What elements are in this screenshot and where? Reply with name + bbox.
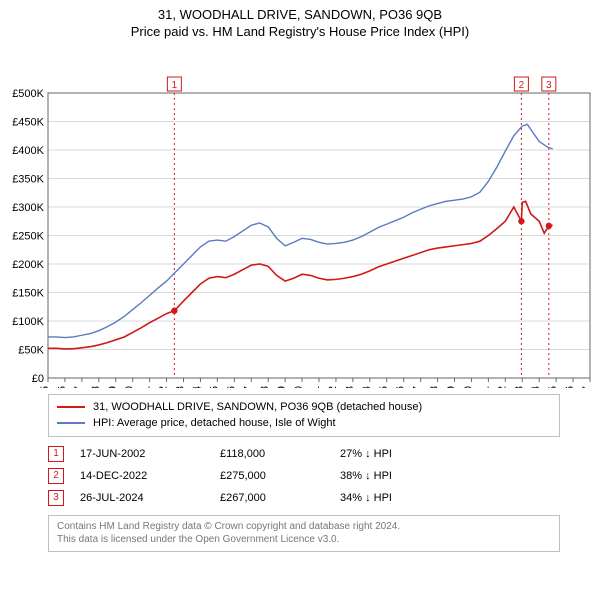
svg-text:2017: 2017 [412, 386, 424, 388]
copyright-line: This data is licensed under the Open Gov… [57, 533, 551, 547]
svg-text:£0: £0 [32, 373, 44, 385]
event-date: 17-JUN-2002 [80, 443, 220, 465]
svg-text:£250K: £250K [12, 230, 44, 242]
svg-text:1996: 1996 [56, 386, 68, 388]
svg-text:2026: 2026 [564, 386, 576, 388]
event-row: 3 26-JUL-2024£267,00034% ↓ HPI [48, 487, 460, 509]
event-price: £275,000 [220, 465, 340, 487]
event-badge: 2 [48, 468, 64, 484]
event-delta: 34% ↓ HPI [340, 487, 460, 509]
svg-text:2015: 2015 [378, 386, 390, 388]
legend-swatch [57, 406, 85, 408]
event-delta: 38% ↓ HPI [340, 465, 460, 487]
svg-text:2000: 2000 [124, 386, 136, 388]
sale-events-table: 1 17-JUN-2002£118,00027% ↓ HPI 2 14-DEC-202… [48, 443, 560, 509]
svg-text:2014: 2014 [361, 386, 373, 388]
svg-text:2008: 2008 [259, 386, 271, 388]
event-row: 2 14-DEC-2022£275,00038% ↓ HPI [48, 465, 460, 487]
svg-text:2009: 2009 [276, 386, 288, 388]
svg-text:2018: 2018 [429, 386, 441, 388]
svg-text:£50K: £50K [18, 344, 44, 356]
event-date: 26-JUL-2024 [80, 487, 220, 509]
svg-text:£400K: £400K [12, 145, 44, 157]
svg-text:2005: 2005 [208, 386, 220, 388]
svg-text:2010: 2010 [293, 386, 305, 388]
svg-text:£300K: £300K [12, 202, 44, 214]
chart-subtitle: Price paid vs. HM Land Registry's House … [0, 24, 600, 43]
svg-text:2022: 2022 [496, 386, 508, 388]
svg-text:1999: 1999 [107, 386, 119, 388]
svg-text:2002: 2002 [158, 386, 170, 388]
svg-text:2019: 2019 [446, 386, 458, 388]
svg-text:2007: 2007 [242, 386, 254, 388]
svg-text:£100K: £100K [12, 316, 44, 328]
svg-text:2020: 2020 [462, 386, 474, 388]
svg-text:2023: 2023 [513, 386, 525, 388]
svg-text:1995: 1995 [39, 386, 51, 388]
legend: 31, WOODHALL DRIVE, SANDOWN, PO36 9QB (d… [48, 394, 560, 437]
svg-text:2021: 2021 [479, 386, 491, 388]
svg-text:2011: 2011 [310, 386, 322, 388]
legend-swatch [57, 422, 85, 424]
svg-text:2027: 2027 [581, 386, 593, 388]
svg-text:1: 1 [172, 80, 178, 91]
svg-text:£150K: £150K [12, 287, 44, 299]
svg-text:£350K: £350K [12, 173, 44, 185]
legend-row: 31, WOODHALL DRIVE, SANDOWN, PO36 9QB (d… [57, 399, 551, 416]
svg-text:2025: 2025 [547, 386, 559, 388]
svg-text:1998: 1998 [90, 386, 102, 388]
legend-row: HPI: Average price, detached house, Isle… [57, 415, 551, 432]
svg-text:2013: 2013 [344, 386, 356, 388]
event-badge: 3 [48, 490, 64, 506]
line-chart-svg: £0 £50K £100K £150K £200K £250K £300K £350K £400… [0, 43, 600, 388]
svg-text:2004: 2004 [191, 386, 203, 388]
svg-text:£450K: £450K [12, 116, 44, 128]
event-date: 14-DEC-2022 [80, 465, 220, 487]
svg-text:3: 3 [546, 80, 552, 91]
svg-text:2024: 2024 [530, 386, 542, 388]
event-price: £267,000 [220, 487, 340, 509]
event-delta: 27% ↓ HPI [340, 443, 460, 465]
svg-text:2003: 2003 [175, 386, 187, 388]
event-row: 1 17-JUN-2002£118,00027% ↓ HPI [48, 443, 460, 465]
svg-text:1997: 1997 [73, 386, 85, 388]
svg-text:2012: 2012 [327, 386, 339, 388]
svg-text:2006: 2006 [225, 386, 237, 388]
legend-label: HPI: Average price, detached house, Isle… [93, 415, 336, 432]
svg-text:2016: 2016 [395, 386, 407, 388]
chart-area: £0 £50K £100K £150K £200K £250K £300K £350K £400… [0, 43, 600, 388]
svg-text:2001: 2001 [141, 386, 153, 388]
event-price: £118,000 [220, 443, 340, 465]
svg-text:2: 2 [519, 80, 525, 91]
legend-label: 31, WOODHALL DRIVE, SANDOWN, PO36 9QB (d… [93, 399, 422, 416]
svg-text:£500K: £500K [12, 88, 44, 100]
copyright-box: Contains HM Land Registry data © Crown c… [48, 515, 560, 552]
event-badge: 1 [48, 446, 64, 462]
svg-text:£200K: £200K [12, 259, 44, 271]
chart-title: 31, WOODHALL DRIVE, SANDOWN, PO36 9QB [0, 0, 600, 24]
copyright-line: Contains HM Land Registry data © Crown c… [57, 520, 551, 534]
